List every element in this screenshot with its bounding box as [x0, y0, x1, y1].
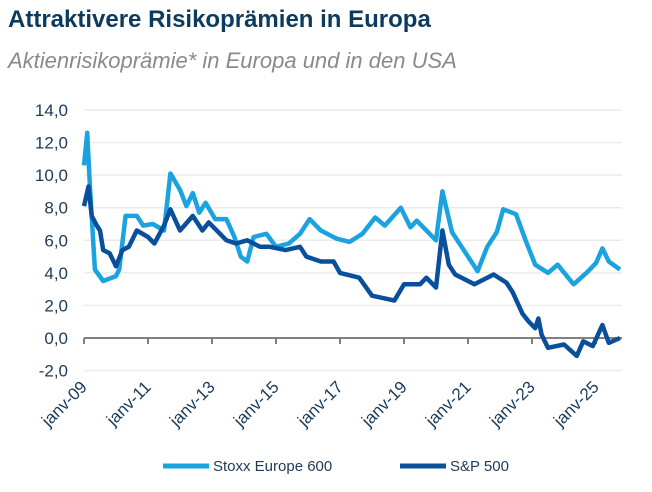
chart-title: Attraktivere Risikoprämien in Europa — [8, 6, 431, 33]
x-tick-label: janv-09 — [37, 377, 91, 431]
series-line-stoxx600 — [81, 130, 622, 287]
x-tick-label: janv-23 — [485, 377, 539, 431]
x-tick-label: janv-17 — [293, 377, 347, 431]
y-tick-label: -2,0 — [39, 362, 68, 381]
chart-subtitle: Aktienrisikoprämie* in Europa und in den… — [8, 48, 457, 73]
x-tick-label: janv-19 — [357, 377, 411, 431]
x-tick-label: janv-13 — [165, 377, 219, 431]
y-tick-label: 2,0 — [44, 296, 68, 315]
y-tick-label: 14,0 — [35, 101, 68, 120]
legend-label: Stoxx Europe 600 — [213, 458, 332, 475]
y-tick-label: 12,0 — [35, 134, 68, 153]
legend-label: S&P 500 — [450, 458, 509, 475]
y-tick-label: 8,0 — [44, 199, 68, 218]
x-tick-label: janv-25 — [549, 377, 603, 431]
y-tick-label: 0,0 — [44, 329, 68, 348]
x-tick-label: janv-11 — [102, 377, 155, 430]
series-line-sp500 — [81, 184, 621, 359]
y-tick-label: 6,0 — [44, 231, 68, 250]
x-tick-label: janv-21 — [421, 377, 475, 431]
y-tick-label: 10,0 — [35, 166, 68, 185]
y-tick-label: 4,0 — [44, 264, 68, 283]
x-tick-label: janv-15 — [229, 377, 283, 431]
